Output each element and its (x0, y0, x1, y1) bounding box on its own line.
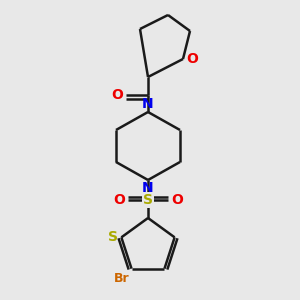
Text: N: N (142, 181, 154, 195)
Text: S: S (108, 230, 118, 244)
Text: S: S (143, 193, 153, 207)
Text: O: O (113, 193, 125, 207)
Text: N: N (142, 97, 154, 111)
Text: O: O (111, 88, 123, 102)
Text: Br: Br (114, 272, 130, 285)
Text: O: O (171, 193, 183, 207)
Text: O: O (186, 52, 198, 66)
